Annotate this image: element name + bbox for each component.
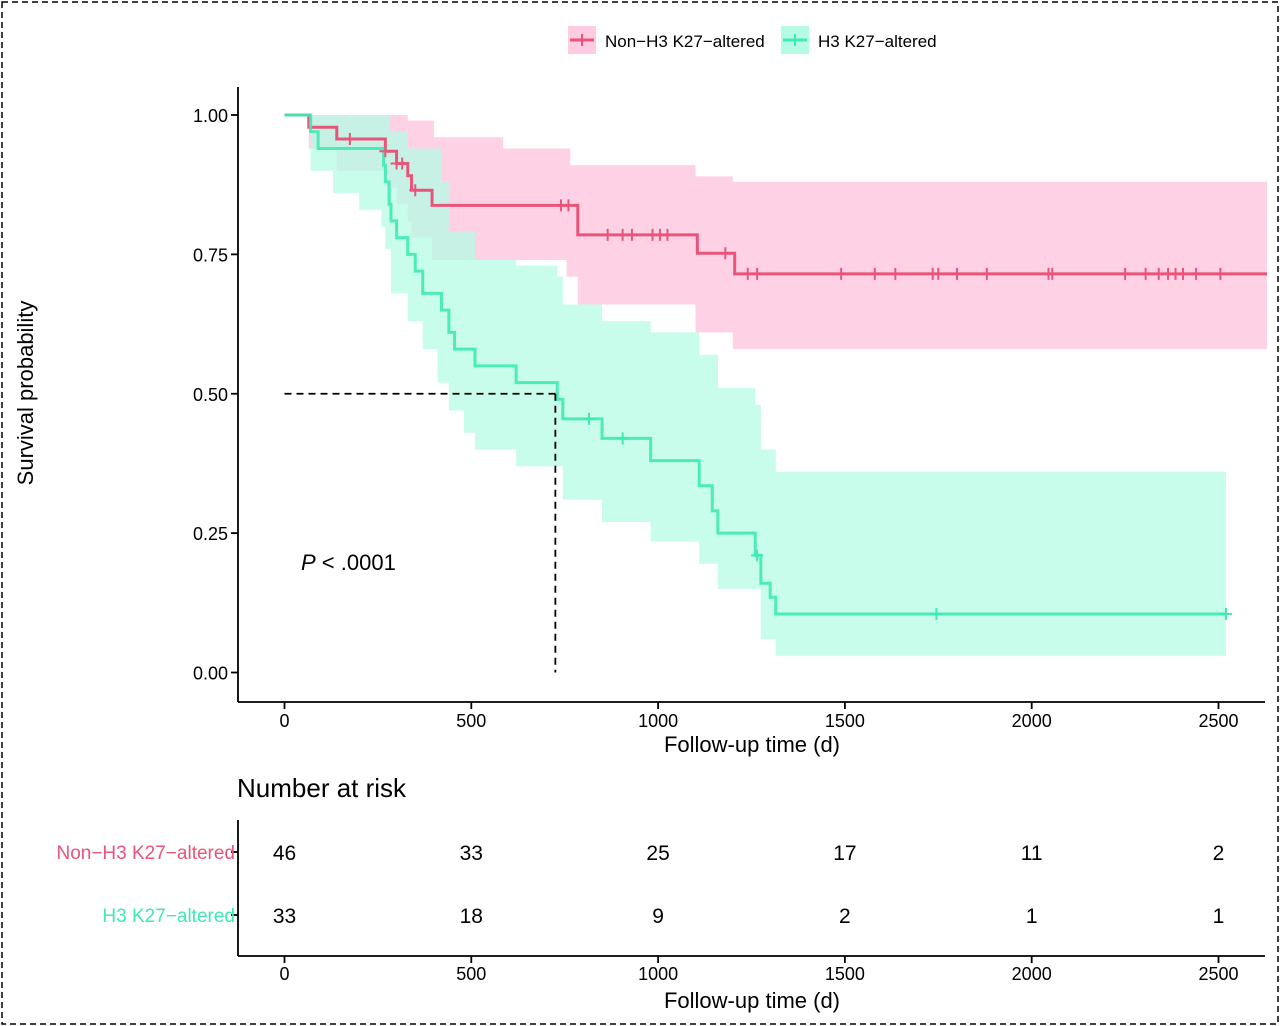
- censor-mark: [868, 267, 881, 280]
- x-tick-label: 2500: [1198, 711, 1238, 731]
- censor-mark: [661, 228, 674, 241]
- confidence-bands: [284, 115, 1268, 656]
- survival-curve-1: [284, 113, 1226, 616]
- risk-x-tick-label: 0: [279, 964, 289, 984]
- censor-mark: [616, 432, 629, 445]
- risk-x-tick-label: 2500: [1198, 964, 1238, 984]
- censor-mark: [751, 549, 764, 562]
- censor-mark: [1219, 607, 1232, 620]
- ci-band-0: [284, 115, 1268, 350]
- censor-mark: [1139, 267, 1152, 280]
- survival-plot: 0.00 0.25 0.50 0.75 1.00 0 500 1000 1500 2000 250…: [13, 87, 1268, 757]
- x-tick-label: 0: [279, 711, 289, 731]
- censor-mark: [889, 267, 902, 280]
- risk-x-tick-label: 500: [456, 964, 486, 984]
- x-tick-label: 1500: [825, 711, 865, 731]
- censor-mark: [1119, 267, 1132, 280]
- median-lines: [284, 392, 557, 673]
- censor-mark: [1177, 267, 1190, 280]
- censor-mark: [930, 607, 943, 620]
- risk-table-axes: [237, 820, 1265, 957]
- censor-mark: [751, 267, 764, 280]
- legend-label: Non−H3 K27−altered: [605, 32, 765, 51]
- risk-row-label: H3 K27−altered: [102, 906, 235, 927]
- p-value-italic: P: [301, 550, 316, 575]
- censor-mark: [932, 267, 945, 280]
- y-tick-label: 1.00: [193, 106, 228, 126]
- censor-mark: [1046, 267, 1059, 280]
- legend: Non−H3 K27−altered H3 K27−altered: [568, 26, 937, 54]
- y-ticks: 0.00 0.25 0.50 0.75 1.00: [193, 106, 238, 684]
- p-value-text: < .0001: [316, 550, 396, 575]
- censor-mark: [835, 267, 848, 280]
- censor-mark: [409, 184, 422, 197]
- risk-x-tick-label: 1500: [825, 964, 865, 984]
- risk-cell: 9: [652, 905, 664, 928]
- risk-cell: 2: [839, 905, 851, 928]
- risk-cell: 11: [1021, 842, 1043, 865]
- censor-mark: [562, 199, 575, 212]
- y-tick-label: 0.25: [193, 524, 228, 544]
- x-tick-label: 1000: [638, 711, 678, 731]
- x-tick-label: 500: [456, 711, 486, 731]
- y-tick-label: 0.50: [193, 385, 228, 405]
- censor-mark: [601, 228, 614, 241]
- risk-cell: 46: [273, 842, 296, 865]
- y-tick-label: 0.75: [193, 245, 228, 265]
- censor-mark: [625, 228, 638, 241]
- risk-cell: 2: [1213, 842, 1225, 865]
- risk-cell: 17: [833, 842, 856, 865]
- risk-cell: 18: [460, 905, 483, 928]
- risk-row-label: Non−H3 K27−altered: [56, 843, 235, 864]
- risk-cell: 33: [460, 842, 483, 865]
- legend-label: H3 K27−altered: [818, 32, 937, 51]
- x-axis-label: Follow-up time (d): [664, 732, 840, 757]
- risk-table: Number at risk Non−H3 K27−altered 46 33 25 1…: [56, 773, 1265, 1013]
- risk-table-rows: Non−H3 K27−altered 46 33 25 17 11 2H3 K27−alte…: [56, 842, 1224, 928]
- risk-x-tick-label: 2000: [1012, 964, 1052, 984]
- x-ticks: 0 500 1000 1500 2000 2500: [279, 702, 1239, 731]
- censor-mark: [379, 145, 392, 158]
- risk-table-x-axis-label: Follow-up time (d): [664, 988, 840, 1013]
- censor-mark: [950, 267, 963, 280]
- risk-cell: 1: [1213, 905, 1225, 928]
- x-tick-label: 2000: [1012, 711, 1052, 731]
- censor-mark: [1190, 267, 1203, 280]
- censor-mark: [1214, 267, 1227, 280]
- risk-cell: 25: [646, 842, 669, 865]
- risk-table-x-ticks: 0 500 1000 1500 2000 2500: [279, 956, 1239, 984]
- risk-x-tick-label: 1000: [638, 964, 678, 984]
- y-axis-label: Survival probability: [13, 301, 38, 486]
- risk-cell: 33: [273, 905, 296, 928]
- censor-marks: [343, 132, 1232, 620]
- y-tick-label: 0.00: [193, 664, 228, 684]
- p-value-annotation: P < .0001: [301, 550, 396, 575]
- ci-band-1: [284, 115, 1226, 656]
- censor-mark: [396, 157, 409, 170]
- censor-mark: [343, 132, 356, 145]
- risk-table-title: Number at risk: [237, 773, 407, 803]
- censor-mark: [980, 267, 993, 280]
- risk-cell: 1: [1026, 905, 1038, 928]
- censor-mark: [582, 412, 595, 425]
- censor-mark: [719, 247, 732, 260]
